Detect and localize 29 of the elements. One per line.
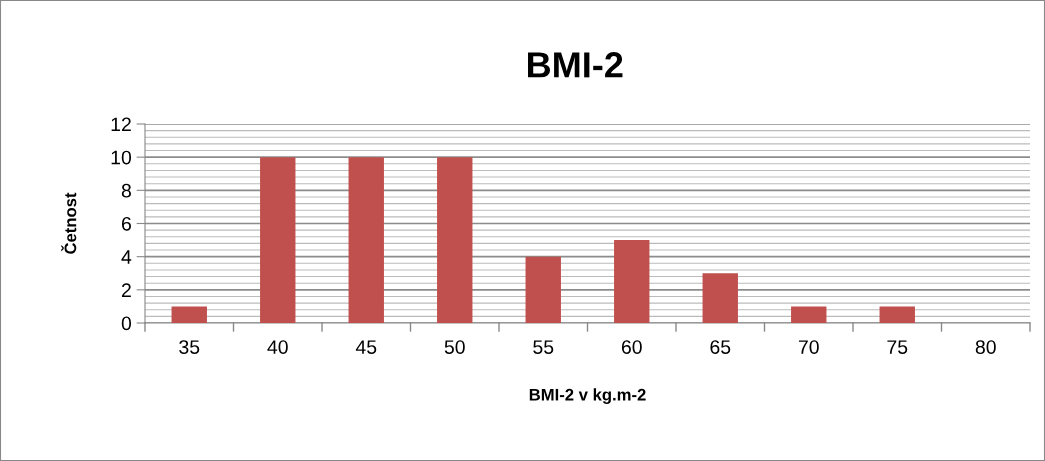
x-tick-label: 45 bbox=[355, 340, 377, 354]
x-tick-label: 60 bbox=[621, 340, 642, 354]
bar bbox=[260, 157, 296, 323]
bar bbox=[791, 306, 827, 323]
bar bbox=[348, 157, 384, 323]
x-tick-label: 40 bbox=[267, 340, 288, 354]
y-tick-label: 6 bbox=[121, 216, 131, 231]
bar bbox=[525, 256, 561, 323]
y-tick-label: 10 bbox=[111, 150, 132, 165]
x-tick-label: 80 bbox=[975, 340, 996, 354]
y-tick-label: 12 bbox=[111, 117, 131, 132]
y-axis-title: Četnost bbox=[61, 192, 77, 254]
x-tick-label: 35 bbox=[179, 340, 200, 354]
x-tick-label: 70 bbox=[798, 340, 819, 354]
chart-title: BMI-2 bbox=[528, 52, 623, 78]
bar bbox=[879, 306, 915, 323]
bar bbox=[171, 306, 207, 323]
bar bbox=[437, 157, 473, 323]
x-tick-label: 55 bbox=[533, 340, 554, 354]
x-tick-label: 50 bbox=[444, 340, 465, 354]
y-tick-label: 8 bbox=[121, 183, 131, 198]
y-tick-label: 0 bbox=[121, 316, 132, 331]
y-tick-label: 4 bbox=[121, 250, 132, 264]
x-tick-label: 65 bbox=[710, 340, 731, 354]
x-axis-title: BMI-2 v kg.m-2 bbox=[529, 388, 646, 404]
bar bbox=[702, 273, 738, 323]
bar bbox=[614, 240, 650, 323]
x-tick-label: 75 bbox=[887, 340, 908, 354]
y-tick-label: 2 bbox=[121, 283, 131, 297]
